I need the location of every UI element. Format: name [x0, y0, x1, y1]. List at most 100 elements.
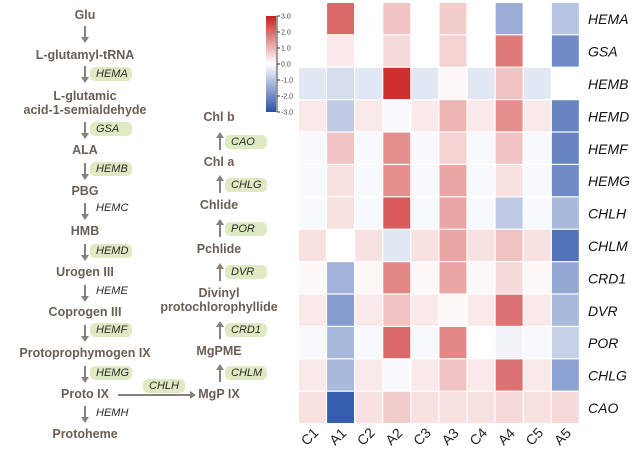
enzyme-hemb: HEMB	[90, 162, 132, 176]
heatmap-cell-hemd-c2	[355, 100, 383, 132]
heatmap-cell-hema-c1	[299, 3, 326, 35]
heatmap-cell-hemf-c1	[299, 132, 326, 164]
enzyme-hemf: HEMF	[90, 323, 132, 337]
heatmap-cell-cao-a2	[383, 391, 411, 423]
enzyme-hema: HEMA	[90, 67, 132, 81]
heatmap-cell-hema-a4	[495, 3, 523, 35]
heatmap-cell-crd1-c1	[299, 262, 326, 294]
arrow-chlg	[216, 175, 224, 193]
heatmap-cell-gsa-a3	[439, 35, 467, 67]
arrow-heme	[81, 285, 89, 302]
heatmap-cell-gsa-a2	[383, 35, 411, 67]
heatmap-cell-crd1-c4	[467, 262, 495, 294]
heatmap-cell-chlg-c4	[467, 359, 495, 391]
column-label-c3: C3	[410, 424, 434, 448]
heatmap-cell-chlg-c3	[411, 359, 439, 391]
heatmap-cell-hemf-a1	[327, 132, 354, 164]
metabolite-coprogen-iii: Coprogen III	[48, 305, 122, 319]
enzyme-heme: HEME	[96, 285, 128, 297]
metabolite-l-glutamic-line2: acid-1-semialdehyde	[23, 103, 147, 117]
metabolite-chl-b: Chl b	[203, 110, 235, 124]
column-label-c4: C4	[466, 424, 490, 448]
heatmap-cell-dvr-c5	[523, 294, 551, 326]
heatmap-cell-cao-c1	[299, 391, 326, 423]
heatmap-cell-chlh-a1	[327, 197, 354, 229]
metabolite-divinyl-protochlorophyllide: Divinyl protochlorophyllide	[160, 286, 277, 314]
row-label-crd1: CRD1	[588, 270, 626, 286]
heatmap-cell-hema-c2	[355, 3, 383, 35]
heatmap-cell-crd1-c5	[523, 262, 551, 294]
heatmap-cell-chlm-c4	[467, 229, 495, 261]
arrow-hemd	[81, 244, 89, 261]
heatmap-cell-chlm-a5	[551, 229, 579, 261]
heatmap-cell-hemd-a1	[327, 100, 354, 132]
colorbar-tick-label: -3.0	[281, 110, 293, 117]
metabolite-urogen-iii: Urogen III	[56, 265, 114, 279]
arrow-chlh	[118, 391, 196, 399]
arrow-chlm	[216, 364, 224, 382]
heatmap-cell-chlg-c5	[523, 359, 551, 391]
heatmap-cell-gsa-c5	[523, 35, 551, 67]
enzyme-hemg: HEMG	[90, 366, 132, 380]
row-label-hema: HEMA	[588, 11, 628, 27]
heatmap-cell-hemb-c1	[299, 67, 326, 99]
colorbar: 3.0 2.0 1.0 0.0 -1.0 -2.0 -3.0	[266, 14, 293, 117]
heatmap-cell-gsa-a5	[551, 35, 579, 67]
heatmap-cell-chlm-c3	[411, 229, 439, 261]
heatmap-cell-chlg-c2	[355, 359, 383, 391]
metabolite-divinyl-line2: protochlorophyllide	[160, 300, 278, 314]
heatmap-cell-chlg-a2	[383, 359, 411, 391]
heatmap-cell-hemg-a5	[551, 165, 579, 197]
heatmap-cell-hema-a3	[439, 3, 467, 35]
row-label-hemf: HEMF	[588, 141, 629, 157]
heatmap-cell-chlh-c1	[299, 197, 326, 229]
heatmap-cell-crd1-a4	[495, 262, 523, 294]
heatmap-cell-por-c1	[299, 327, 326, 359]
heatmap-cell-dvr-a5	[551, 294, 579, 326]
heatmap-cell-hemb-c5	[523, 67, 551, 99]
heatmap-cell-hemd-c5	[523, 100, 551, 132]
heatmap-cell-por-a4	[495, 327, 523, 359]
row-label-chlg: CHLG	[588, 368, 627, 384]
enzyme-chlh: CHLH	[143, 379, 185, 393]
heatmap-cell-hemd-a2	[383, 100, 411, 132]
heatmap-cell-hemf-c5	[523, 132, 551, 164]
heatmap-cell-hemg-c5	[523, 165, 551, 197]
heatmap-cell-chlg-a3	[439, 359, 467, 391]
arrow-hemc	[81, 203, 89, 220]
heatmap-cell-hemb-c2	[355, 67, 383, 99]
colorbar-tick-label: -2.0	[281, 94, 293, 101]
heatmap-cell-hemb-c3	[411, 67, 439, 99]
heatmap-cell-hema-a1	[327, 3, 354, 35]
heatmap-cell-chlg-c1	[299, 359, 326, 391]
heatmap-cell-crd1-c3	[411, 262, 439, 294]
heatmap-cell-por-a2	[383, 327, 411, 359]
colorbar-tick-label: 0.0	[281, 62, 291, 69]
column-label-c2: C2	[354, 424, 378, 448]
heatmap-cell-hemf-a4	[495, 132, 523, 164]
heatmap-cell-chlm-a1	[327, 229, 354, 261]
arrow-hemh	[81, 406, 89, 423]
heatmap-cell-hemb-a3	[439, 67, 467, 99]
heatmap-cell-dvr-a3	[439, 294, 467, 326]
heatmap-cell-chlh-c2	[355, 197, 383, 229]
heatmap-cell-crd1-c2	[355, 262, 383, 294]
heatmap-cell-hema-c3	[411, 3, 439, 35]
arrow-hemb	[81, 163, 89, 180]
enzyme-hemc: HEMC	[96, 202, 129, 214]
heatmap-cell-chlm-c1	[299, 229, 326, 261]
heatmap-cell-chlm-a3	[439, 229, 467, 261]
heatmap-cell-chlm-a2	[383, 229, 411, 261]
heatmap-cell-hemf-c3	[411, 132, 439, 164]
heatmap-cell-por-c3	[411, 327, 439, 359]
heatmap-row-labels: HEMA GSA HEMB HEMD HEMF HEMG CHLH CHLM CRD1 DVR PO…	[588, 11, 630, 416]
row-label-dvr: DVR	[588, 303, 618, 319]
heatmap-cell-cao-c5	[523, 391, 551, 423]
column-label-c1: C1	[298, 424, 322, 448]
heatmap-cell-hemb-a4	[495, 67, 523, 99]
colorbar-gradient	[266, 16, 276, 112]
enzyme-chlg: CHLG	[225, 178, 267, 192]
arrow-gsa	[81, 122, 89, 139]
heatmap-cell-dvr-c2	[355, 294, 383, 326]
column-label-a2: A2	[382, 425, 406, 449]
